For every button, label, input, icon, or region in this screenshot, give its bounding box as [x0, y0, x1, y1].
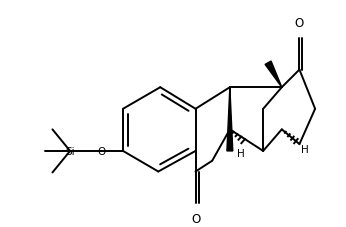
- Text: O: O: [97, 146, 106, 156]
- Text: O: O: [191, 212, 200, 225]
- Text: H: H: [237, 148, 245, 158]
- Text: H: H: [301, 144, 309, 154]
- Polygon shape: [227, 88, 233, 151]
- Polygon shape: [265, 62, 282, 88]
- Text: Si: Si: [65, 146, 75, 156]
- Text: O: O: [295, 17, 304, 30]
